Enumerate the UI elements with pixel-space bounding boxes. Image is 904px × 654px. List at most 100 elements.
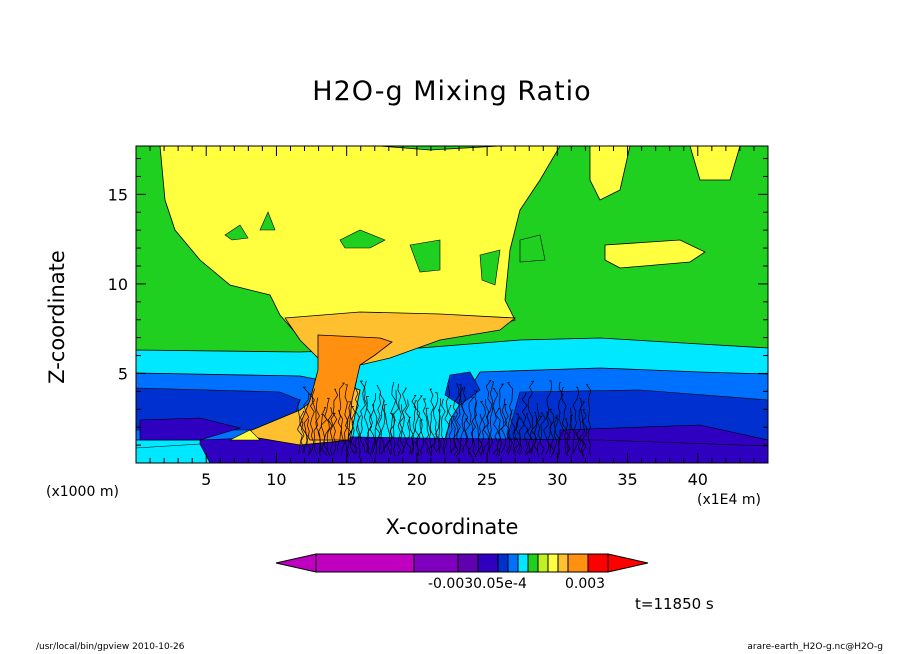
x-tick-label: 30 <box>547 470 567 489</box>
noise-line <box>524 413 532 456</box>
noise-line <box>357 415 361 458</box>
noise-line <box>449 415 457 453</box>
noise-line <box>552 417 558 454</box>
noise-line <box>488 381 495 454</box>
noise-line <box>581 409 588 458</box>
region-green-island-5 <box>479 249 501 286</box>
noise-line <box>422 398 430 454</box>
noise-line <box>411 394 417 456</box>
noise-line <box>497 383 505 457</box>
noise-line <box>389 382 397 455</box>
y-tick-label: 15 <box>108 185 128 204</box>
x-axis-label: X-coordinate <box>385 515 519 539</box>
noise-line <box>572 386 579 454</box>
colorbar-bin <box>537 553 549 573</box>
region-plume-top-right <box>589 146 631 201</box>
noise-line <box>338 382 346 456</box>
x-scale-label: (x1E4 m) <box>697 492 761 508</box>
x-tick-label: 40 <box>688 470 708 489</box>
region-plume-top-far-right <box>689 146 741 181</box>
colorbar-bin <box>497 553 509 573</box>
noise-line <box>537 415 543 453</box>
noise-line <box>570 414 575 458</box>
noise-line <box>575 398 583 453</box>
x-tick-label: 10 <box>266 470 286 489</box>
noise-line <box>393 389 400 457</box>
colorbar-label-overlap: -0.0030.05e-4 <box>428 576 527 592</box>
noise-line <box>527 380 535 454</box>
noise-line <box>320 407 328 456</box>
noise-line <box>533 402 540 458</box>
footer-right: arare-earth_H2O-g.nc@H2O-g <box>747 642 883 652</box>
region-plume-side <box>604 239 706 269</box>
y-tick-label: 5 <box>118 364 128 383</box>
noise-line <box>459 387 465 455</box>
noise-line <box>380 400 386 456</box>
contour-field <box>136 146 768 463</box>
noise-line <box>509 409 516 453</box>
colorbar: -0.0030.05e-4 0.003 <box>275 553 649 592</box>
noise-line <box>434 409 442 453</box>
colorbar-bin <box>413 553 459 573</box>
colorbar-bin <box>557 553 569 573</box>
plot-frame <box>135 145 769 464</box>
x-unit-label: (x1000 m) <box>46 484 119 500</box>
colorbar-bin <box>457 553 479 573</box>
x-tick-label: 15 <box>336 470 356 489</box>
noise-line <box>485 380 493 453</box>
noise-line <box>452 383 460 457</box>
x-tick-label: 35 <box>617 470 637 489</box>
colorbar-label-max: 0.003 <box>565 576 605 592</box>
region-green-island-1 <box>224 224 249 241</box>
y-axis: 5 10 15 <box>108 158 768 446</box>
noise-line <box>468 396 475 458</box>
region-surface-cyan <box>136 443 211 463</box>
noise-line <box>332 388 339 456</box>
noise-line <box>482 399 490 454</box>
noise-line <box>366 396 373 457</box>
noise-line <box>419 419 425 456</box>
noise-line <box>500 398 508 454</box>
colorbar-bin <box>507 553 519 573</box>
noise-line <box>546 380 552 453</box>
noise-line <box>515 416 521 454</box>
x-tick-label: 5 <box>201 470 211 489</box>
timestamp: t=11850 s <box>635 595 714 613</box>
noise-line <box>317 414 323 457</box>
noise-line <box>359 380 366 454</box>
noise-line <box>416 395 423 456</box>
colorbar-bin <box>527 553 539 573</box>
contour-noise <box>297 380 592 458</box>
noise-line <box>464 418 471 455</box>
noise-line <box>444 382 451 456</box>
colorbar-bin <box>315 553 415 573</box>
region-green-island-2 <box>259 211 276 231</box>
noise-line <box>377 393 385 455</box>
x-axis: 5 10 15 20 25 30 35 40 <box>149 146 755 489</box>
noise-line <box>326 407 333 457</box>
noise-line <box>345 401 352 456</box>
noise-line <box>479 401 486 456</box>
noise-line <box>354 381 360 454</box>
noise-line <box>308 393 315 455</box>
noise-line <box>504 404 511 453</box>
noise-line <box>397 383 402 457</box>
colorbar-bin <box>477 553 499 573</box>
noise-line <box>585 384 592 457</box>
noise-line <box>447 405 453 454</box>
noise-line <box>557 382 565 455</box>
noise-line <box>404 399 412 454</box>
x-tick-label: 20 <box>407 470 427 489</box>
noise-line <box>399 404 405 453</box>
colorbar-arrow-right <box>607 553 649 573</box>
noise-line <box>539 412 547 455</box>
noise-line <box>344 384 349 457</box>
noise-line <box>543 411 550 455</box>
x-tick-label: 25 <box>477 470 497 489</box>
noise-line <box>311 388 319 456</box>
noise-line <box>512 413 520 457</box>
noise-line <box>461 386 469 454</box>
noise-line <box>297 399 303 454</box>
noise-line <box>374 385 381 458</box>
